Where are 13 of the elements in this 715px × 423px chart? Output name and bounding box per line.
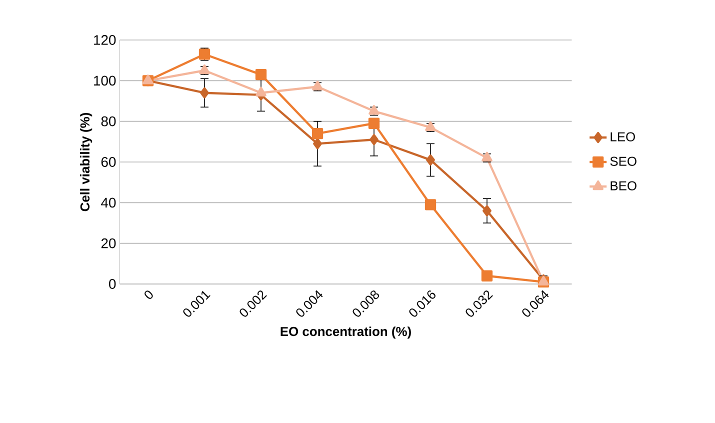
y-tick-label: 80 — [101, 116, 116, 126]
y-axis-title: Cell viability (%) — [80, 112, 92, 212]
x-axis-title: EO concentration (%) — [280, 326, 411, 339]
legend-label: BEO — [610, 181, 636, 190]
legend-label: SEO — [610, 156, 636, 166]
y-tick-label: 60 — [101, 157, 116, 167]
y-tick-label: 120 — [94, 35, 116, 45]
y-tick-label: 40 — [101, 198, 116, 208]
x-tick-label: 0 — [144, 290, 153, 299]
y-tick-label: 100 — [94, 76, 116, 86]
y-tick-label: 20 — [101, 238, 116, 248]
y-tick-label: 0 — [109, 279, 116, 289]
legend-label: LEO — [610, 132, 635, 142]
